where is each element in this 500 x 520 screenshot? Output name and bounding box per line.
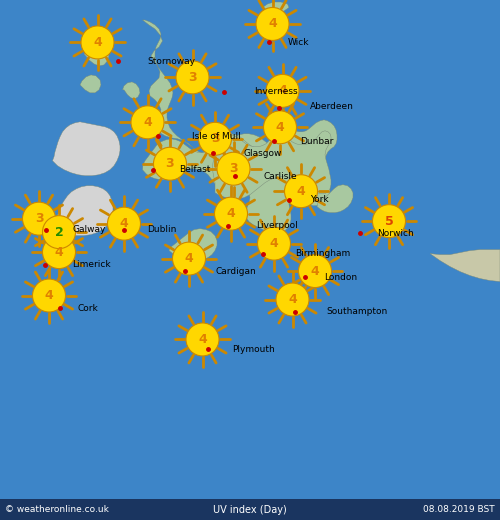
Circle shape bbox=[256, 7, 289, 41]
Polygon shape bbox=[142, 117, 337, 206]
Circle shape bbox=[186, 323, 219, 356]
Text: 4: 4 bbox=[198, 333, 207, 346]
Text: 4: 4 bbox=[54, 245, 64, 258]
Text: 4: 4 bbox=[270, 237, 278, 250]
Text: 4: 4 bbox=[44, 289, 54, 302]
Circle shape bbox=[42, 216, 76, 249]
Polygon shape bbox=[169, 229, 217, 261]
Text: © weatheronline.co.uk: © weatheronline.co.uk bbox=[5, 505, 109, 514]
Circle shape bbox=[42, 236, 76, 268]
Text: London: London bbox=[324, 272, 357, 281]
Circle shape bbox=[298, 255, 332, 288]
Text: 4: 4 bbox=[296, 185, 306, 198]
Text: Aberdeen: Aberdeen bbox=[310, 102, 354, 111]
Polygon shape bbox=[84, 45, 109, 66]
Text: Southampton: Southampton bbox=[326, 307, 387, 317]
Text: 4: 4 bbox=[268, 18, 277, 31]
Text: 3: 3 bbox=[188, 71, 197, 84]
Polygon shape bbox=[122, 82, 140, 99]
Polygon shape bbox=[142, 20, 301, 233]
Text: 2: 2 bbox=[54, 226, 64, 239]
Circle shape bbox=[372, 205, 406, 238]
Text: Dublin: Dublin bbox=[148, 225, 177, 234]
Text: 3: 3 bbox=[210, 132, 220, 145]
Circle shape bbox=[32, 279, 66, 312]
Text: Cork: Cork bbox=[78, 304, 98, 313]
Text: Limerick: Limerick bbox=[72, 260, 111, 269]
Circle shape bbox=[214, 197, 248, 230]
Circle shape bbox=[217, 152, 250, 185]
Circle shape bbox=[176, 61, 209, 94]
Text: 4: 4 bbox=[120, 217, 128, 230]
Text: Cardigan: Cardigan bbox=[215, 267, 256, 276]
Circle shape bbox=[198, 122, 232, 155]
Text: Galway: Galway bbox=[72, 225, 106, 234]
Text: 4: 4 bbox=[226, 207, 235, 220]
Circle shape bbox=[258, 227, 290, 260]
Polygon shape bbox=[38, 186, 113, 236]
Text: 4: 4 bbox=[93, 36, 102, 49]
Text: Birmingham: Birmingham bbox=[295, 249, 350, 258]
Text: Norwich: Norwich bbox=[378, 229, 414, 238]
Text: Isle of Mull: Isle of Mull bbox=[192, 132, 241, 141]
Circle shape bbox=[276, 283, 309, 316]
Text: 3: 3 bbox=[229, 162, 238, 175]
Circle shape bbox=[266, 74, 299, 107]
Text: Belfast: Belfast bbox=[179, 165, 210, 174]
Text: 3: 3 bbox=[166, 157, 174, 170]
Circle shape bbox=[22, 202, 56, 235]
Polygon shape bbox=[212, 131, 331, 199]
Text: 4: 4 bbox=[143, 116, 152, 129]
Text: Carlisle: Carlisle bbox=[264, 172, 297, 181]
Polygon shape bbox=[262, 2, 289, 12]
Circle shape bbox=[172, 242, 206, 275]
Polygon shape bbox=[430, 250, 500, 281]
Circle shape bbox=[108, 207, 140, 240]
Text: Glasgow: Glasgow bbox=[244, 149, 282, 158]
Text: Inverness: Inverness bbox=[254, 87, 298, 96]
Circle shape bbox=[284, 175, 318, 207]
Text: Stornoway: Stornoway bbox=[148, 57, 196, 66]
Text: 4: 4 bbox=[276, 121, 284, 134]
Text: 5: 5 bbox=[384, 215, 394, 228]
Circle shape bbox=[154, 147, 186, 180]
Text: 4: 4 bbox=[310, 265, 320, 278]
Circle shape bbox=[264, 111, 296, 144]
Polygon shape bbox=[80, 75, 101, 93]
Text: UV index (Day): UV index (Day) bbox=[213, 504, 287, 515]
Text: Wick: Wick bbox=[288, 38, 309, 47]
Text: 4: 4 bbox=[288, 293, 297, 306]
Text: 4: 4 bbox=[184, 252, 194, 265]
Polygon shape bbox=[317, 185, 353, 213]
Text: Plymouth: Plymouth bbox=[232, 345, 275, 354]
Polygon shape bbox=[52, 122, 120, 176]
Text: 08.08.2019 BST: 08.08.2019 BST bbox=[424, 505, 495, 514]
Text: 3: 3 bbox=[34, 212, 43, 225]
Text: Liverpool: Liverpool bbox=[256, 221, 298, 230]
Text: 4: 4 bbox=[278, 84, 287, 97]
Text: York: York bbox=[310, 195, 328, 204]
Text: Dunbar: Dunbar bbox=[300, 137, 334, 146]
Circle shape bbox=[81, 26, 114, 59]
Circle shape bbox=[131, 106, 164, 139]
